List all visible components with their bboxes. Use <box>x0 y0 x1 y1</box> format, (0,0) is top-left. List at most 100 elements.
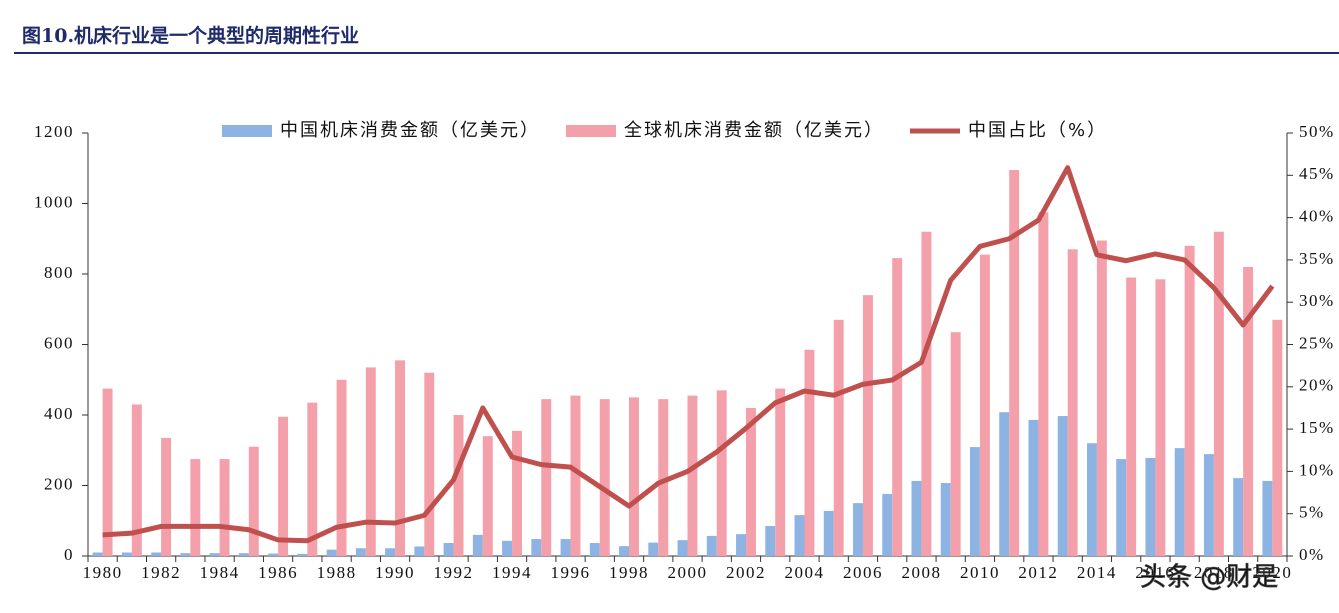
x-tick-label: 2008 <box>901 563 941 582</box>
bar <box>1233 478 1244 556</box>
x-tick-label: 2014 <box>1077 563 1117 582</box>
bar <box>629 397 639 556</box>
bar <box>453 415 464 556</box>
y-tick-label: 800 <box>44 263 74 282</box>
bar <box>940 483 951 556</box>
bar <box>1174 448 1185 556</box>
bar <box>687 395 698 556</box>
y2-tick-label: 35% <box>1299 249 1335 268</box>
y-tick-label: 1200 <box>34 122 74 141</box>
bar <box>92 552 103 556</box>
y2-tick-label: 15% <box>1299 418 1335 437</box>
bar <box>209 553 220 556</box>
bar <box>745 407 756 556</box>
bar <box>365 367 376 556</box>
x-tick-label: 1990 <box>375 563 415 582</box>
x-tick-label: 1994 <box>492 563 532 582</box>
bar <box>102 388 113 556</box>
bar <box>443 542 454 556</box>
x-tick-label: 1992 <box>434 563 474 582</box>
x-tick-label: 1980 <box>83 563 123 582</box>
x-tick-label: 1982 <box>141 563 181 582</box>
bar <box>765 526 776 556</box>
legend-swatch <box>566 125 616 137</box>
x-tick-label: 2002 <box>726 563 766 582</box>
bar <box>541 399 552 556</box>
bar <box>424 372 435 556</box>
bar <box>1145 458 1156 556</box>
y2-tick-label: 45% <box>1299 164 1335 183</box>
chart-title: 图10.机床行业是一个典型的周期性行业 <box>22 24 359 47</box>
bar <box>297 553 308 556</box>
bar <box>823 510 834 556</box>
bar <box>677 540 688 556</box>
bar <box>589 542 600 556</box>
x-tick-label: 2020 <box>1252 563 1292 582</box>
bar <box>1096 240 1107 556</box>
bar <box>969 447 980 556</box>
bar <box>180 553 191 556</box>
bar <box>979 254 990 557</box>
x-tick-label: 1996 <box>551 563 591 582</box>
y2-tick-label: 30% <box>1299 291 1335 310</box>
x-tick-label: 2010 <box>960 563 1000 582</box>
y-tick-label: 600 <box>44 333 74 352</box>
bar <box>268 553 279 556</box>
x-tick-label: 1998 <box>609 563 649 582</box>
x-tick-label: 2004 <box>784 563 824 582</box>
bar <box>619 546 630 556</box>
y2-tick-label: 5% <box>1299 503 1325 522</box>
legend-label: 中国机床消费金额（亿美元） <box>280 120 540 141</box>
bar <box>716 390 727 556</box>
bar <box>570 395 581 556</box>
bar <box>804 349 815 556</box>
y-tick-label: 400 <box>44 404 74 423</box>
bar <box>999 412 1010 556</box>
bar <box>121 552 132 556</box>
bar <box>248 446 259 556</box>
bar <box>1155 279 1166 556</box>
bar <box>892 258 903 556</box>
y2-tick-label: 50% <box>1299 122 1335 141</box>
bar <box>161 437 172 556</box>
bar <box>1057 416 1068 556</box>
bar <box>882 493 893 556</box>
bar <box>658 399 669 556</box>
bar <box>775 388 786 556</box>
bar <box>1038 212 1049 556</box>
bar <box>1184 245 1195 557</box>
bar <box>706 535 717 556</box>
bar <box>648 542 659 556</box>
bar <box>238 553 249 556</box>
bar <box>736 534 746 556</box>
x-tick-label: 2000 <box>668 563 708 582</box>
x-tick-label: 1986 <box>258 563 298 582</box>
bar <box>1067 249 1078 556</box>
x-tick-label: 2006 <box>843 563 883 582</box>
bar <box>131 404 142 556</box>
bar <box>278 416 289 556</box>
bar <box>482 436 493 556</box>
bar <box>1009 170 1020 556</box>
bar <box>560 539 571 556</box>
x-tick-label: 1984 <box>200 563 240 582</box>
legend-swatch <box>222 125 272 137</box>
legend-label: 中国占比（%） <box>968 120 1107 141</box>
bar <box>1272 319 1283 556</box>
bar <box>355 548 366 556</box>
bar <box>599 399 610 556</box>
bar <box>502 540 513 556</box>
bar <box>414 546 425 556</box>
y-tick-label: 0 <box>64 545 74 564</box>
bar <box>921 231 932 556</box>
legend-label: 全球机床消费金额（亿美元） <box>624 120 884 141</box>
x-tick-label: 2016 <box>1135 563 1175 582</box>
bar <box>1203 454 1214 556</box>
bar <box>1213 231 1224 556</box>
bar <box>190 459 201 556</box>
y-tick-label: 1000 <box>34 192 74 211</box>
bar <box>531 539 542 556</box>
bar <box>326 549 337 556</box>
bar <box>219 459 230 556</box>
bar <box>512 430 522 556</box>
